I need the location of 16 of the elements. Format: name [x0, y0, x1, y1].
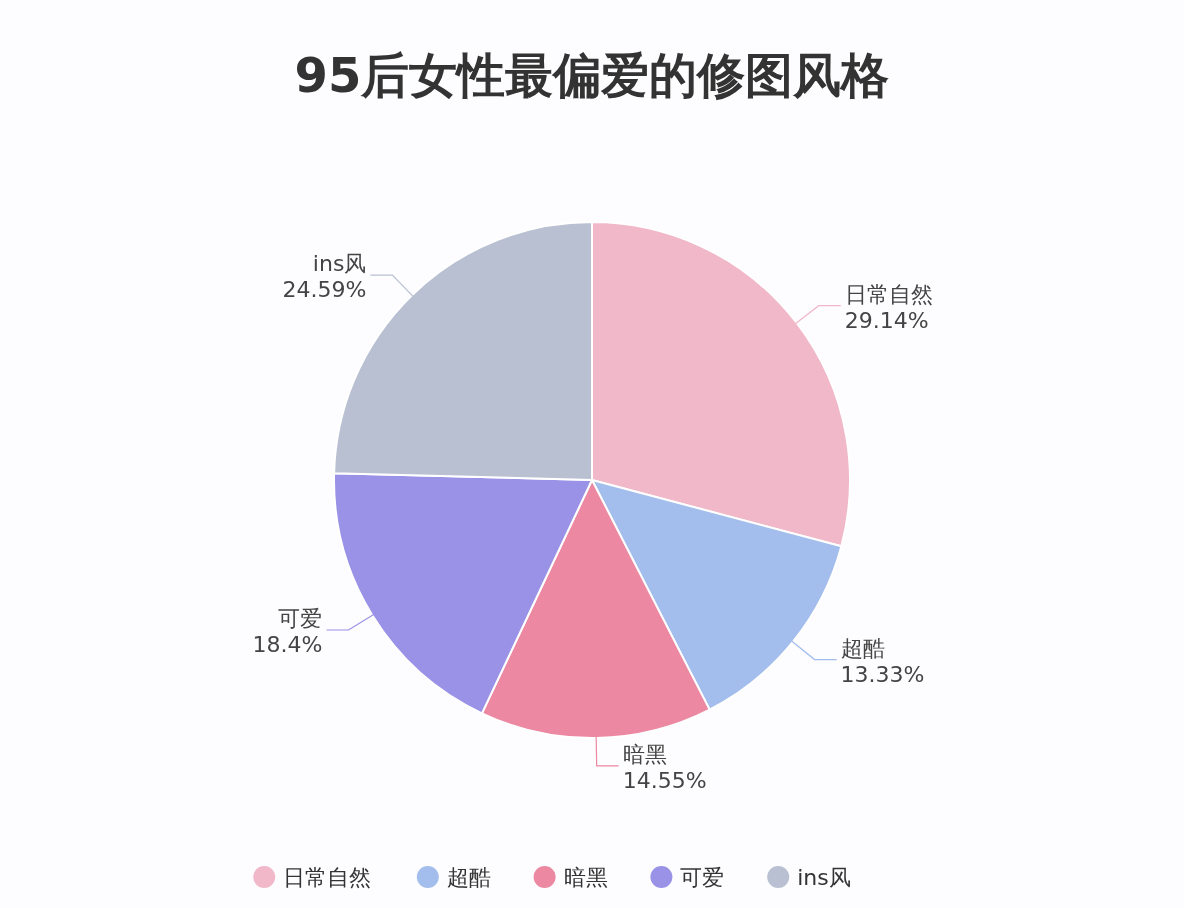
- data-label: 29.14%: [844, 307, 929, 333]
- chart-title: 95后女性最偏爱的修图风格: [294, 47, 890, 103]
- slice-label: 超酷: [840, 635, 885, 661]
- legend-label: 日常自然: [283, 865, 372, 890]
- slice-label: ins风: [312, 251, 367, 277]
- legend-label: 可爱: [680, 865, 725, 890]
- data-label: 13.33%: [840, 661, 925, 687]
- legend-label: 超酷: [446, 865, 491, 890]
- data-label: 24.59%: [282, 277, 367, 303]
- legend-label: ins风: [797, 865, 851, 890]
- data-label: 14.55%: [622, 767, 707, 793]
- legend-label: 暗黑: [563, 865, 608, 890]
- slice-label: 可爱: [278, 606, 323, 631]
- slice-label: 日常自然: [844, 281, 933, 307]
- slice-label: 暗黑: [622, 741, 667, 767]
- data-label: 18.4%: [252, 632, 323, 657]
